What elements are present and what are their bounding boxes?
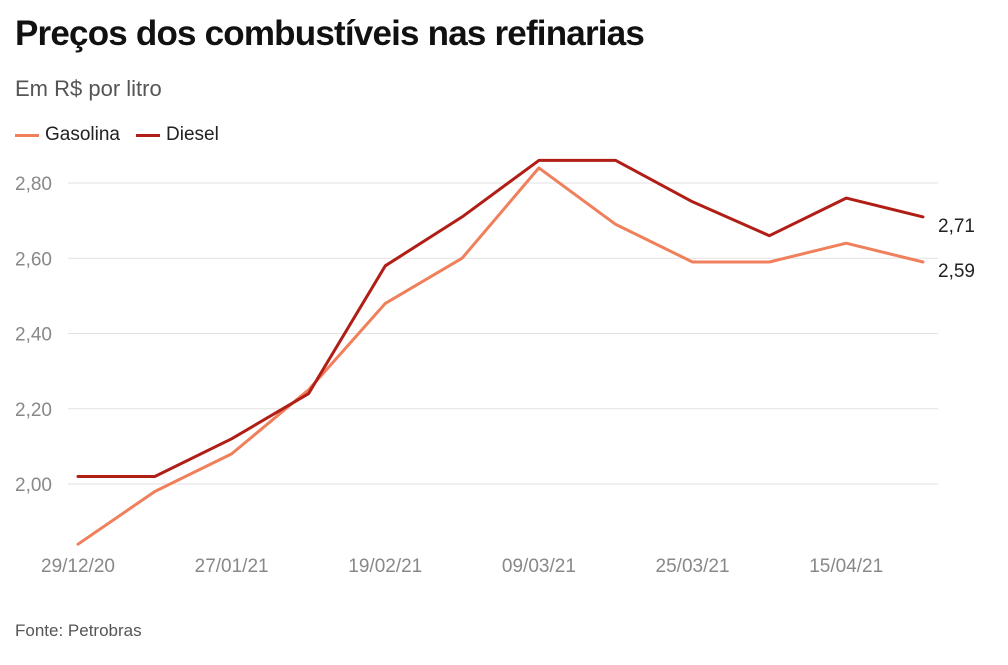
source-note: Fonte: Petrobras: [15, 621, 142, 640]
series-line-diesel: [76, 158, 925, 478]
y-tick-label: 2,40: [15, 325, 52, 346]
legend: Gasolina Diesel: [15, 124, 235, 146]
legend-label-diesel: Diesel: [166, 124, 219, 145]
legend-swatch-gasolina: [15, 133, 39, 137]
line-chart: 2,80 2,60 2,40 2,20 2,00 29/12/20 27/01/21 19/0…: [15, 158, 975, 577]
y-tick-label: 2,00: [15, 475, 52, 496]
legend-item-diesel: Diesel: [136, 124, 219, 146]
x-tick-label: 15/04/21: [809, 556, 883, 577]
legend-item-gasolina: Gasolina: [15, 124, 120, 146]
x-tick-label: 19/02/21: [348, 556, 422, 577]
chart-title: Preços dos combustíveis nas refinarias: [15, 14, 645, 53]
y-tick-label: 2,20: [15, 400, 52, 421]
legend-swatch-diesel: [136, 133, 160, 137]
x-tick-label: 09/03/21: [502, 556, 576, 577]
y-tick-label: 2,80: [15, 174, 52, 195]
end-label-diesel: 2,71: [938, 216, 975, 237]
legend-label-gasolina: Gasolina: [45, 124, 120, 145]
x-tick-label: 29/12/20: [41, 556, 115, 577]
x-tick-label: 27/01/21: [195, 556, 269, 577]
y-tick-label: 2,60: [15, 249, 52, 270]
x-tick-label: 25/03/21: [656, 556, 730, 577]
end-label-gasolina: 2,59: [938, 261, 975, 282]
series-line-gasolina: [76, 166, 925, 546]
chart-subtitle: Em R$ por litro: [15, 76, 162, 101]
